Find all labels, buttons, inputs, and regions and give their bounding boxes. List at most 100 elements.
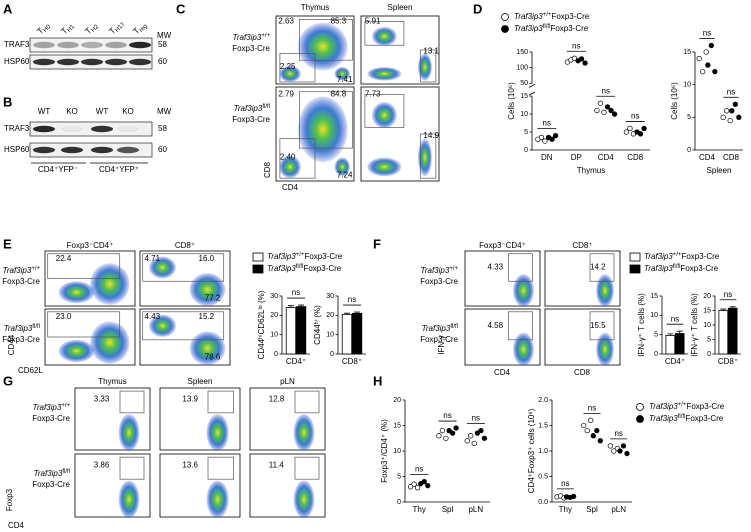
y-tick-label: 10: [650, 312, 658, 319]
genotype: Traf3ip3fl/fl: [34, 469, 70, 479]
gate-value: 4.71: [145, 254, 161, 263]
cell-population: [371, 102, 397, 129]
genotype-suffix: Foxp3-Cre: [32, 480, 70, 489]
genotype-suffix: Foxp3-Cre: [2, 277, 40, 286]
y-tick-label: 0: [654, 351, 658, 358]
error-bar: [729, 306, 736, 309]
cell-population: [367, 157, 402, 177]
x-tick-label: CD8: [627, 153, 644, 162]
gate-value: 77.2: [205, 293, 221, 302]
x-axis-label: CD4: [494, 368, 511, 377]
gene: Traf3ip3: [233, 33, 262, 42]
y-tick-label: 20: [326, 312, 334, 319]
y-tick-label: 5: [707, 336, 711, 343]
cell-population: [334, 157, 351, 177]
genotype: Traf3ip3+/+Foxp3-Cre: [267, 252, 343, 262]
gate: [364, 21, 405, 46]
y-tick-label: 2.0: [538, 397, 548, 404]
flow-plot: [249, 387, 326, 451]
superscript: fl/fl: [262, 104, 270, 110]
y-tick-label: 20: [270, 312, 278, 319]
gate-value: 7.24: [337, 170, 353, 179]
dot: [729, 108, 735, 114]
legend-marker: [501, 13, 509, 21]
genotype-suffix: Foxp3-Cre: [2, 335, 40, 344]
lane-label: Treg: [132, 20, 149, 37]
panel-label: E: [3, 236, 12, 251]
gate-value: 2.40: [280, 153, 296, 162]
dot: [637, 131, 644, 137]
superscript: +/+: [61, 403, 70, 409]
panel-label: B: [3, 94, 12, 109]
gate: [119, 390, 145, 414]
x-tick-label: Thy: [559, 505, 572, 514]
x-tick-label: CD8⁺: [718, 357, 738, 366]
gate-value: 4.58: [488, 321, 504, 330]
legend-marker: [636, 415, 644, 423]
y-axis-label: IFN-γ: [437, 335, 446, 355]
band: [91, 146, 113, 154]
significance: ns: [614, 429, 622, 438]
lane-main: T: [108, 26, 118, 36]
group-label: CD4⁺YFP⁻: [38, 165, 78, 174]
y-tick-label: 10: [520, 111, 528, 118]
y-axis-label: CD44ʰⁱCD62Lˡᵒ (%): [257, 290, 266, 359]
blot: [29, 37, 153, 53]
y-tick-label: 1.5: [538, 422, 548, 429]
y-tick-label: 30: [270, 293, 278, 300]
lane-label: WT: [96, 107, 109, 116]
dot: [712, 68, 718, 75]
cell-population: [279, 65, 301, 82]
protein-label: TRAF3IP3: [4, 40, 42, 49]
flow-plot: [74, 453, 151, 518]
dot: [411, 481, 417, 487]
gate-value: 3.33: [94, 394, 110, 403]
dot: [449, 430, 456, 436]
gate-value: 15.5: [590, 321, 606, 330]
dot: [471, 440, 477, 447]
gate-value: 78.6: [205, 352, 221, 361]
gate-value: 13.9: [182, 394, 198, 403]
cell-population: [293, 414, 315, 452]
band: [33, 41, 55, 49]
gate-value: 2.63: [278, 17, 294, 26]
gate-value: 12.8: [269, 394, 285, 403]
gene: Traf3ip3: [34, 469, 63, 478]
axis-break: [528, 91, 536, 96]
genotype: Traf3ip3fl/fl: [4, 324, 40, 334]
cell-population: [596, 332, 614, 367]
y-tick-label: 0: [524, 147, 528, 154]
cell-population: [58, 339, 95, 363]
dot: [641, 125, 647, 132]
band: [61, 146, 83, 154]
legend-marker: [629, 264, 641, 274]
lane-label: TH1: [60, 20, 77, 37]
lane-sub: H2: [90, 23, 100, 33]
y-axis-label: Foxp3: [5, 488, 14, 511]
dot: [538, 134, 545, 141]
cell-population: [58, 281, 95, 304]
gate-value: 3.86: [94, 460, 110, 469]
significance: ns: [727, 87, 735, 96]
genotype-suffix: Foxp3-Cre: [420, 335, 458, 344]
gate-value: 11.4: [269, 460, 285, 469]
band: [81, 41, 103, 49]
cell-population: [206, 414, 229, 452]
gate: [419, 49, 437, 83]
dot: [611, 111, 618, 117]
error-bar: [298, 304, 305, 307]
gate-value: 13.6: [182, 460, 198, 469]
dot: [607, 443, 614, 449]
significance: ns: [415, 465, 423, 474]
band: [105, 58, 127, 66]
mw-header: MW: [157, 31, 172, 40]
column-header: pLN: [280, 377, 295, 386]
panel-label: D: [473, 1, 482, 16]
x-tick-label: Thy: [412, 505, 425, 514]
lane-label: TH17: [108, 18, 127, 37]
genotype: Traf3ip3+/+Foxp3-Cre: [644, 252, 720, 262]
y-axis-label: IFN-γ⁺ T cells (%): [637, 293, 646, 357]
genotype: Traf3ip3fl/flFoxp3-Cre: [644, 264, 719, 274]
dot: [620, 443, 627, 449]
